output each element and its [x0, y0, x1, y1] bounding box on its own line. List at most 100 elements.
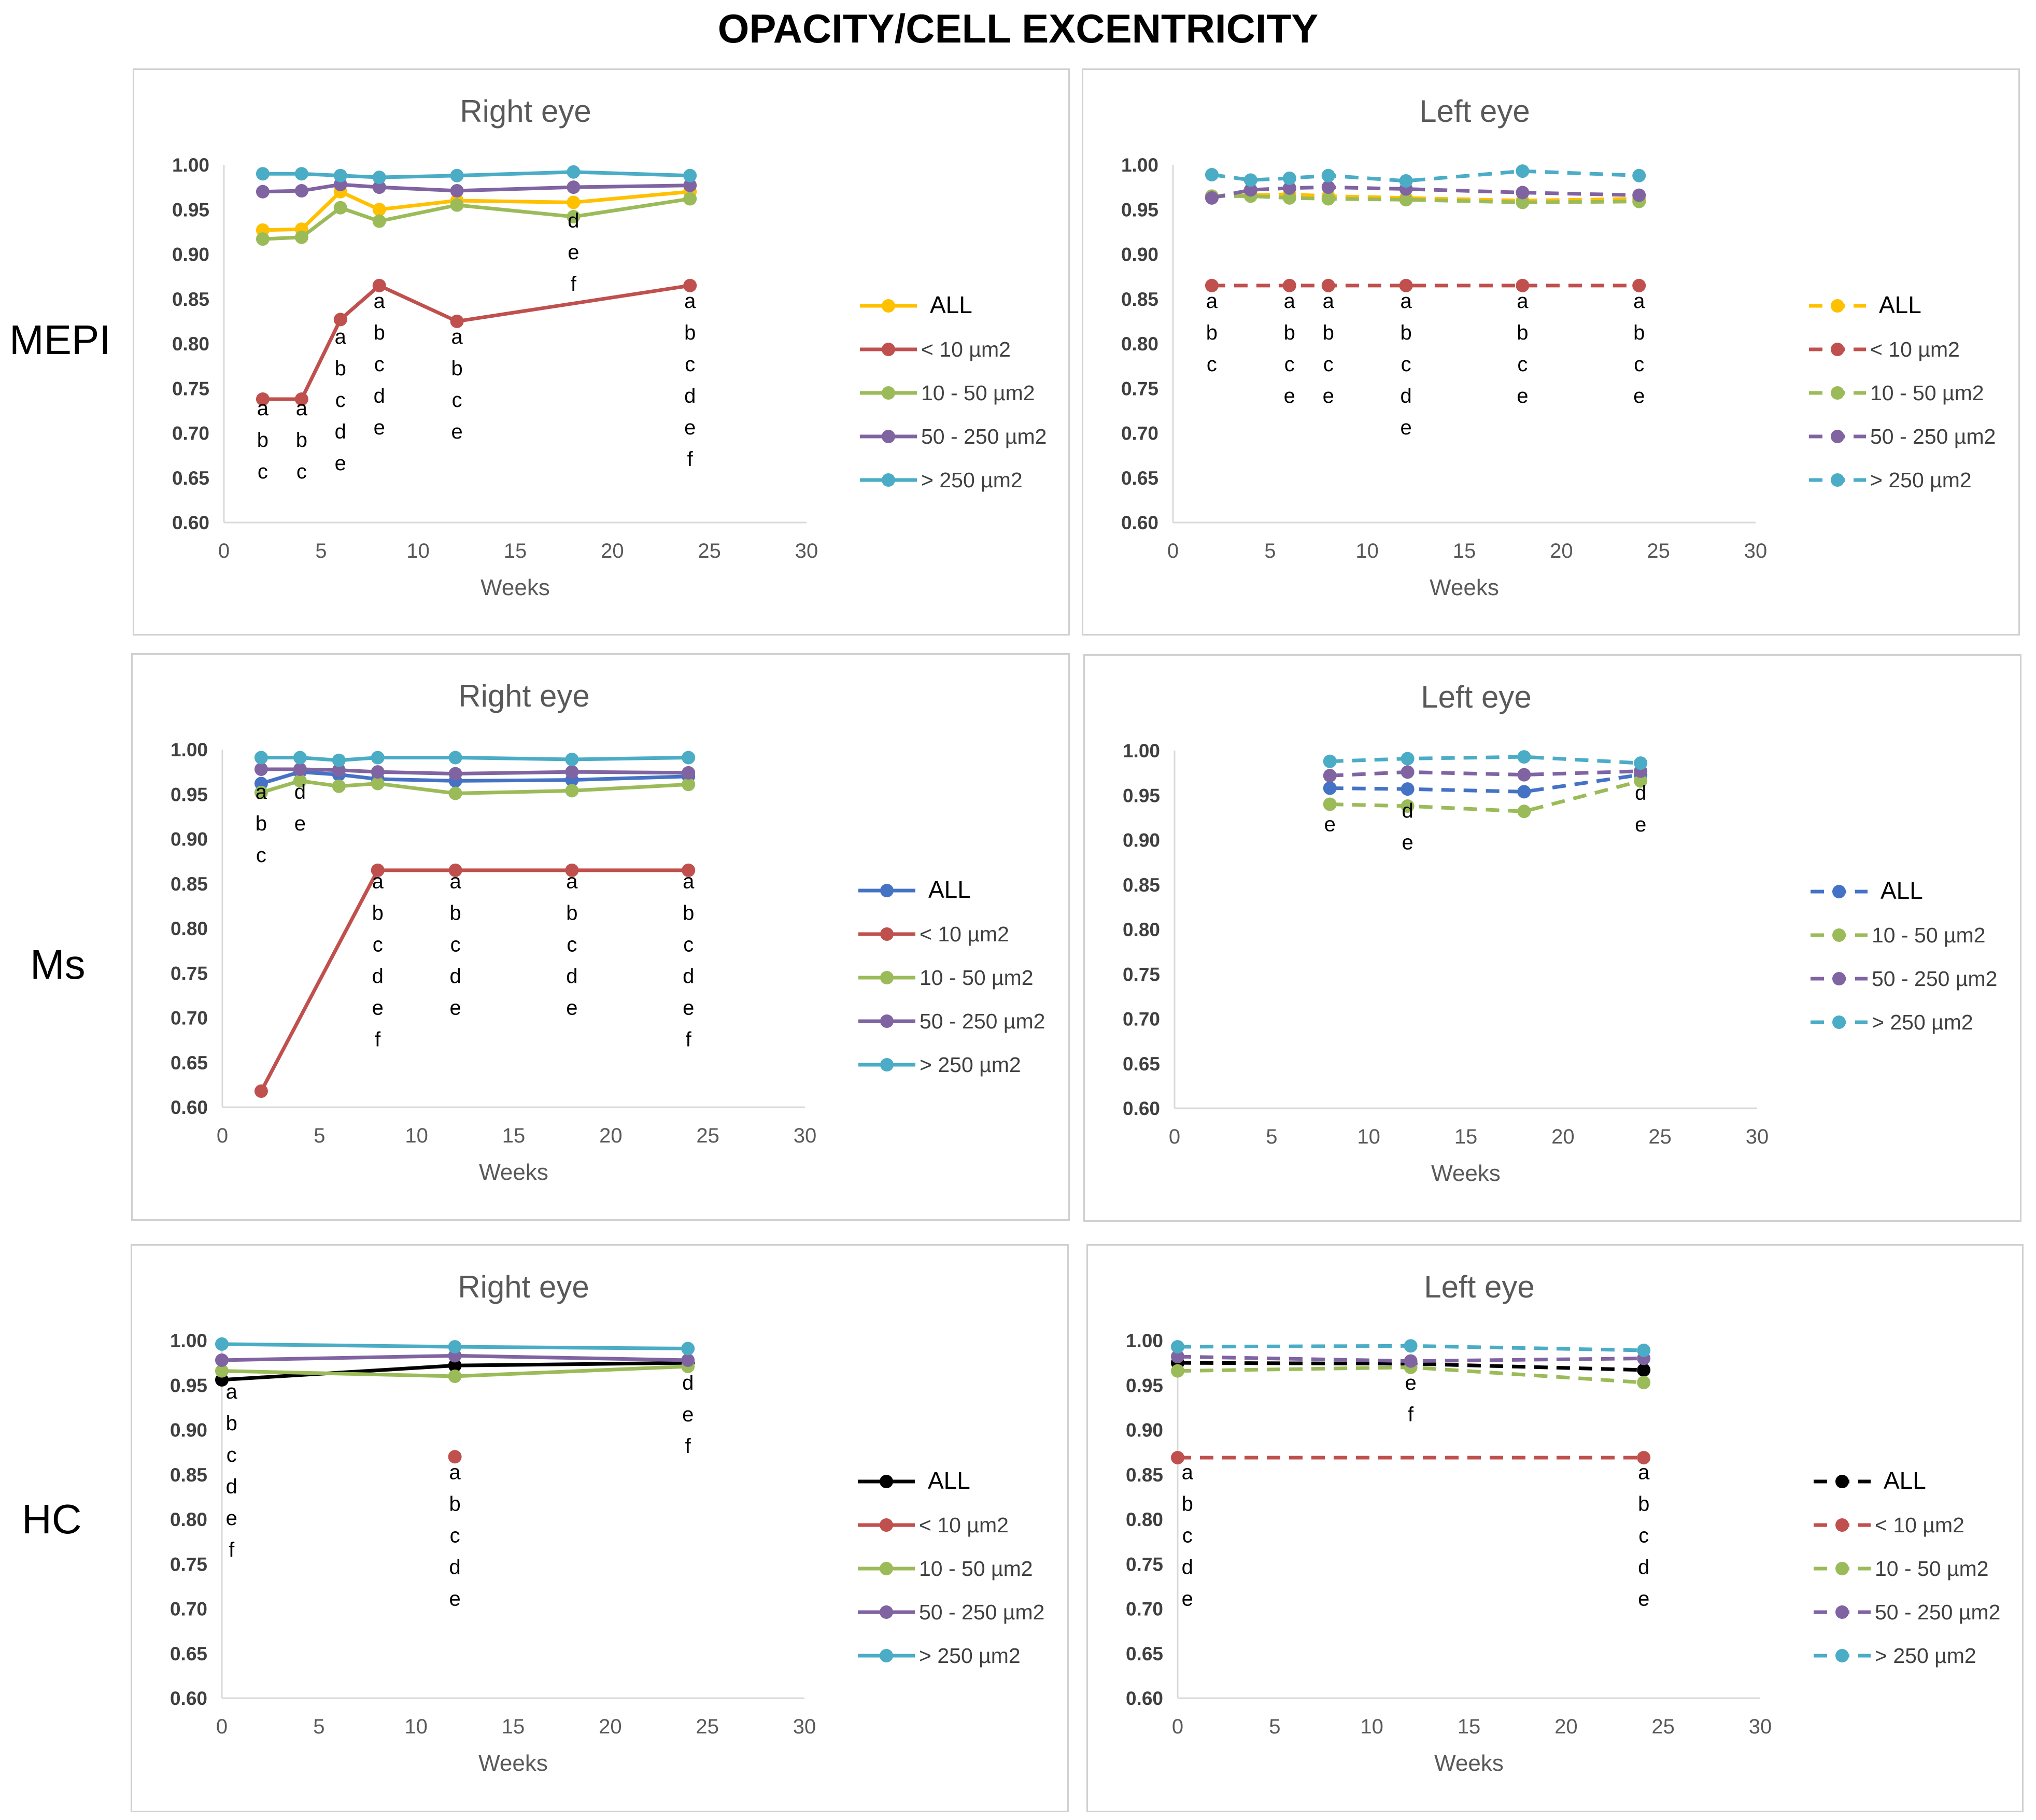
annotation-letter: d — [1400, 385, 1411, 407]
chart-title: Left eye — [1421, 680, 1532, 714]
x-tick-label: 0 — [217, 1124, 228, 1147]
annotation-letter: a — [335, 326, 347, 348]
row-label-ms: Ms — [30, 941, 86, 987]
legend-label: < 10 µm2 — [920, 922, 1009, 946]
data-point — [1637, 1343, 1651, 1357]
legend-marker — [1831, 386, 1844, 400]
data-point — [333, 313, 347, 327]
legend-marker — [880, 884, 894, 897]
annotation-letter: e — [682, 1403, 694, 1426]
data-point — [1516, 278, 1530, 292]
x-tick-label: 5 — [314, 1124, 325, 1147]
annotation-letter: d — [568, 209, 579, 232]
x-tick-label: 5 — [313, 1715, 324, 1738]
chart-svg: Right eye 1.00 0.95 0.90 0.85 0.80 0.75 0.70 0.6… — [171, 679, 1045, 1185]
annotation-letter: e — [568, 241, 579, 264]
annotation-letter: c — [1182, 1524, 1193, 1547]
annotation-letter: e — [449, 1587, 460, 1610]
data-point — [1517, 805, 1531, 819]
annotation-letter: d — [1182, 1556, 1193, 1578]
data-point — [1401, 782, 1415, 796]
legend-label: > 250 µm2 — [1870, 468, 1972, 492]
annotation-letter: e — [449, 996, 461, 1019]
data-point — [1205, 191, 1219, 205]
data-point — [567, 180, 581, 194]
annotation-letter: e — [226, 1507, 237, 1530]
data-point — [1632, 278, 1646, 292]
x-tick-label: 30 — [1744, 540, 1768, 562]
legend-label: ALL — [928, 876, 971, 903]
annotation-letter: a — [226, 1380, 238, 1403]
data-point — [1321, 192, 1335, 206]
annotation-letter: e — [451, 420, 462, 443]
annotation-letter: c — [450, 1524, 460, 1547]
panel-mepi-right: Right eye 1.00 0.95 0.90 0.85 0.80 0.75 0.70 0.6… — [133, 68, 1070, 636]
data-point — [372, 278, 386, 292]
annotation-letter: a — [1517, 290, 1529, 313]
data-point — [371, 751, 385, 765]
row-label-hc: HC — [22, 1496, 82, 1542]
annotation-letter: e — [1517, 385, 1528, 407]
annotation-letter: e — [335, 452, 346, 475]
annotation-letter: c — [227, 1444, 237, 1466]
legend-marker — [1831, 473, 1844, 487]
data-point — [254, 1084, 268, 1098]
annotation-letter: d — [1638, 1556, 1649, 1578]
legend-label: 10 - 50 µm2 — [920, 966, 1034, 990]
data-point — [1634, 774, 1648, 788]
annotation-letter: d — [1635, 782, 1646, 805]
legend-label: > 250 µm2 — [921, 468, 1023, 492]
chart-title: Left eye — [1424, 1269, 1535, 1304]
x-tick-label: 15 — [1458, 1715, 1481, 1738]
x-tick-label: 15 — [1453, 540, 1476, 562]
data-point — [1399, 174, 1413, 188]
x-tick-label: 15 — [502, 1715, 525, 1738]
y-tick-label: 1.00 — [170, 1330, 207, 1351]
data-point — [215, 1353, 229, 1367]
data-point — [681, 1342, 695, 1356]
y-tick-label: 1.00 — [1121, 154, 1158, 176]
data-point — [567, 165, 581, 179]
x-tick-label: 15 — [502, 1124, 526, 1147]
x-tick-label: 25 — [696, 1715, 719, 1738]
data-point — [1517, 785, 1531, 799]
legend-marker — [1831, 430, 1844, 443]
annotation-letter: a — [1638, 1461, 1650, 1484]
annotation-letter: e — [684, 416, 696, 439]
legend-label: > 250 µm2 — [1872, 1010, 1973, 1034]
chart-title: Right eye — [458, 1269, 589, 1304]
data-point — [1171, 1350, 1184, 1364]
y-tick-label: 0.85 — [1121, 289, 1158, 310]
y-tick-label: 0.65 — [1126, 1643, 1163, 1664]
chart-svg: Left eye 1.00 0.95 0.90 0.85 0.80 0.75 0.70 0.65… — [1126, 1269, 2000, 1776]
legend-marker — [882, 430, 895, 443]
legend-marker — [1835, 1475, 1849, 1488]
annotation-letter: f — [375, 1028, 381, 1051]
y-tick-label: 0.90 — [170, 1420, 207, 1441]
data-point — [333, 168, 347, 182]
y-tick-label: 0.60 — [170, 1688, 207, 1709]
annotation-letter: b — [1182, 1492, 1193, 1515]
annotation-letter: b — [1633, 321, 1645, 344]
data-point — [682, 751, 696, 765]
data-point — [567, 195, 581, 209]
legend-label: 10 - 50 µm2 — [1872, 923, 1986, 947]
data-point — [256, 185, 270, 199]
data-point — [1404, 1354, 1418, 1368]
legend-marker — [880, 927, 894, 941]
chart-svg: Left eye 1.00 0.95 0.90 0.85 0.80 0.75 0.70 0.65… — [1121, 94, 1996, 600]
data-point — [1323, 797, 1337, 811]
legend-label: 50 - 250 µm2 — [1875, 1600, 2000, 1624]
data-point — [1399, 278, 1413, 292]
y-tick-label: 0.85 — [172, 289, 209, 310]
y-tick-label: 0.60 — [1121, 512, 1158, 533]
y-tick-label: 0.60 — [171, 1097, 208, 1118]
annotation-letter: a — [449, 1461, 461, 1484]
annotation-letter: c — [1284, 353, 1295, 376]
annotation-letter: b — [684, 321, 696, 344]
y-tick-label: 0.65 — [172, 468, 209, 489]
chart-svg: Right eye 1.00 0.95 0.90 0.85 0.80 0.75 0.70 0.6… — [172, 94, 1047, 600]
legend-marker — [1831, 343, 1844, 356]
data-point — [294, 184, 308, 198]
legend-marker — [882, 299, 895, 313]
